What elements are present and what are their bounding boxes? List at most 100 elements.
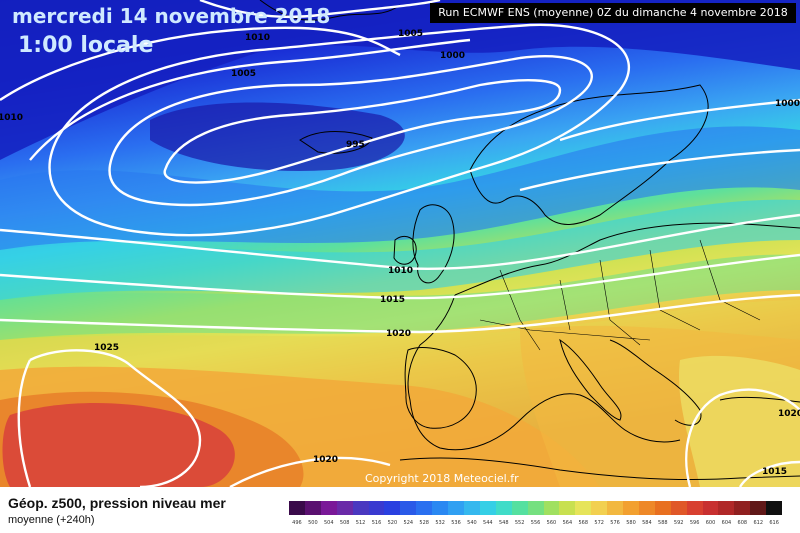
scale-swatch (734, 501, 751, 515)
scale-label: 520 (387, 520, 398, 526)
turkey-coast (719, 396, 800, 403)
isobar-label: 1015 (762, 467, 787, 477)
scale-swatch (623, 501, 639, 515)
isobar-1005-east (519, 148, 800, 192)
isobar-995-low (163, 79, 562, 184)
isobar-label: 1010 (245, 33, 270, 43)
greenland-coast (259, 0, 401, 21)
band-low-core (150, 102, 405, 171)
scale-label: 572 (594, 520, 604, 526)
scale-label: 604 (721, 520, 732, 526)
scale-label: 532 (435, 520, 445, 526)
scale-swatch (607, 501, 624, 515)
isobar-label: 1015 (380, 295, 405, 305)
scale-label: 556 (530, 520, 541, 526)
scale-swatch (766, 501, 783, 515)
scale-label: 516 (371, 520, 382, 526)
isobar-label: 1020 (313, 455, 338, 465)
scale-label: 504 (323, 520, 334, 526)
scale-swatch (400, 501, 417, 515)
isobar-label: 1000 (440, 51, 465, 61)
iberia-coast (404, 347, 477, 429)
weather-map: 1010 1005 1005 1000 995 1000 1010 1010 1… (0, 0, 800, 487)
isobar-label-group: 1010 1005 1005 1000 995 1000 1010 1010 1… (0, 29, 800, 477)
isobar-1025-high (17, 349, 202, 487)
scale-swatch (416, 501, 433, 515)
scale-swatch (352, 501, 369, 515)
map-canvas: 1010 1005 1005 1000 995 1000 1010 1010 1… (0, 0, 800, 487)
scale-swatch (670, 501, 687, 515)
scale-label: 580 (626, 520, 636, 526)
scandinavia-coast (469, 84, 709, 225)
band-blue (0, 126, 800, 250)
isobar-label: 1010 (388, 266, 413, 276)
scale-swatch (718, 501, 735, 515)
scale-swatch (320, 501, 337, 515)
color-scale (289, 501, 783, 519)
africa-coast (399, 457, 800, 481)
continent-coast (407, 222, 800, 451)
scale-label: 536 (451, 520, 461, 526)
isobar-1005-outer (0, 26, 401, 101)
scale-swatch (702, 501, 719, 515)
scale-label: 552 (514, 520, 525, 526)
scale-label: 588 (658, 520, 668, 526)
scale-swatch (511, 501, 528, 515)
band-deep-blue (0, 0, 800, 160)
scale-label: 616 (769, 520, 779, 526)
isobar-1000 (29, 38, 471, 161)
legend-title: Géop. z500, pression niveau mer (8, 495, 226, 511)
isobar-1005-north (199, 0, 441, 19)
isobar-1010 (0, 213, 800, 270)
scale-swatch (638, 501, 655, 515)
scale-swatch (527, 501, 544, 515)
scale-swatch (289, 501, 305, 515)
band-red-high (2, 403, 235, 487)
scale-label: 512 (355, 520, 366, 526)
band-cyan (0, 199, 800, 300)
isobar-1000-east (559, 98, 800, 142)
isobar-label: 995 (346, 140, 365, 150)
band-yellow-east (679, 355, 800, 487)
coastlines (259, 0, 800, 481)
copyright: Copyright 2018 Meteociel.fr (365, 472, 519, 485)
scale-swatch (686, 501, 703, 515)
scale-label: 496 (292, 520, 302, 526)
scale-swatch (654, 501, 671, 515)
isobar-label: 1010 (0, 113, 23, 123)
balkans-coast (609, 339, 702, 426)
scale-label: 544 (483, 520, 493, 526)
isobar-label: 1005 (231, 69, 256, 79)
isobar-label: 1025 (94, 343, 119, 353)
scale-label: 528 (419, 520, 429, 526)
scale-swatch (495, 501, 512, 515)
scale-label: 560 (546, 520, 557, 526)
scale-swatch (591, 501, 608, 515)
run-info: Run ECMWF ENS (moyenne) 0Z du dimanche 4… (430, 3, 796, 23)
scale-swatch (304, 501, 321, 515)
isobars (0, 0, 800, 487)
isobar-1005-ring (48, 23, 631, 237)
scale-swatch (543, 501, 560, 515)
scale-swatch (384, 501, 401, 515)
scale-label: 596 (689, 520, 700, 526)
scale-swatch (575, 501, 592, 515)
scale-swatch (368, 501, 385, 515)
british-isles-coast (412, 204, 455, 284)
isobar-1020-east (685, 388, 800, 487)
isobar-1015-east (738, 460, 800, 487)
forecast-date: mercredi 14 novembre 2018 (12, 4, 331, 28)
scale-label: 564 (562, 520, 573, 526)
legend-bar: Géop. z500, pression niveau mer moyenne … (0, 487, 800, 533)
scale-swatch (479, 501, 496, 515)
scale-label: 608 (737, 520, 748, 526)
scale-label: 568 (578, 520, 589, 526)
scale-label: 524 (403, 520, 414, 526)
isobar-1020 (0, 293, 800, 334)
scale-label: 612 (753, 520, 763, 526)
italy-coast (559, 338, 622, 421)
scale-label: 600 (705, 520, 716, 526)
isobar-label: 1000 (775, 99, 800, 109)
forecast-time: 1:00 locale (18, 33, 154, 58)
scale-label: 576 (610, 520, 620, 526)
